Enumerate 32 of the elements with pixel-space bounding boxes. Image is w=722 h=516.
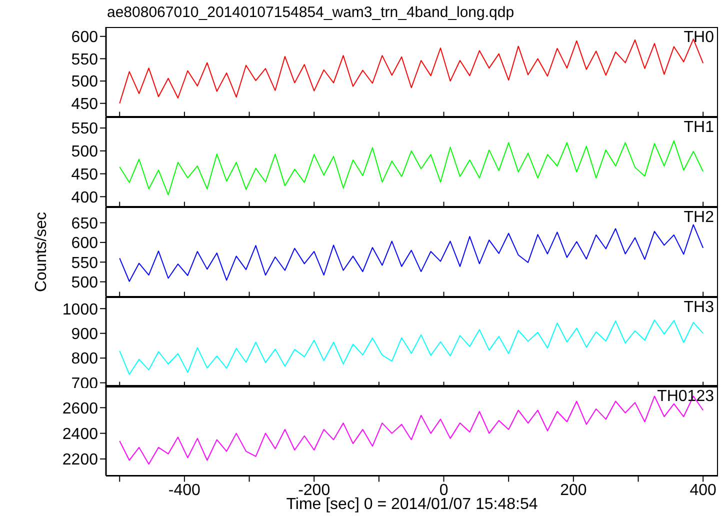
y-tick-label: 700 [71, 375, 98, 392]
y-tick-label: 1000 [62, 300, 98, 318]
y-tick-label: 600 [71, 29, 98, 46]
y-tick-label: 2400 [62, 426, 98, 444]
y-tick-label: 2600 [62, 400, 98, 418]
y-tick-label: 500 [71, 274, 98, 292]
y-tick-label: 600 [71, 234, 98, 252]
y-tick-label: 900 [71, 326, 98, 343]
x-tick-label: 400 [690, 482, 717, 500]
y-tick-label: 800 [71, 350, 98, 368]
x-tick-label: 200 [560, 482, 587, 500]
series-label: TH0 [684, 29, 714, 48]
y-tick-label: 550 [71, 254, 98, 272]
line-series [119, 140, 704, 196]
chart-title: ae808067010_20140107154854_wam3_trn_4band_long.qdp [107, 4, 514, 21]
line-series [119, 319, 704, 374]
series-label: TH1 [684, 119, 714, 138]
series-label: TH3 [684, 298, 714, 317]
y-tick-label: 500 [71, 144, 98, 161]
y-tick-label: 450 [71, 166, 98, 184]
y-tick-label: 550 [71, 120, 98, 138]
y-tick-label: 650 [71, 215, 98, 232]
series-label: TH0123 [657, 388, 714, 406]
y-axis-title: Counts/sec [33, 212, 51, 292]
y-tick-label: 450 [71, 96, 98, 114]
line-series [119, 224, 704, 282]
y-tick-label: 2200 [62, 452, 98, 469]
series-label: TH2 [684, 208, 714, 227]
y-tick-label: 400 [71, 189, 98, 206]
y-tick-label: 550 [71, 52, 98, 69]
x-tick-label: -400 [168, 482, 201, 500]
y-tick-label: 500 [71, 74, 98, 92]
